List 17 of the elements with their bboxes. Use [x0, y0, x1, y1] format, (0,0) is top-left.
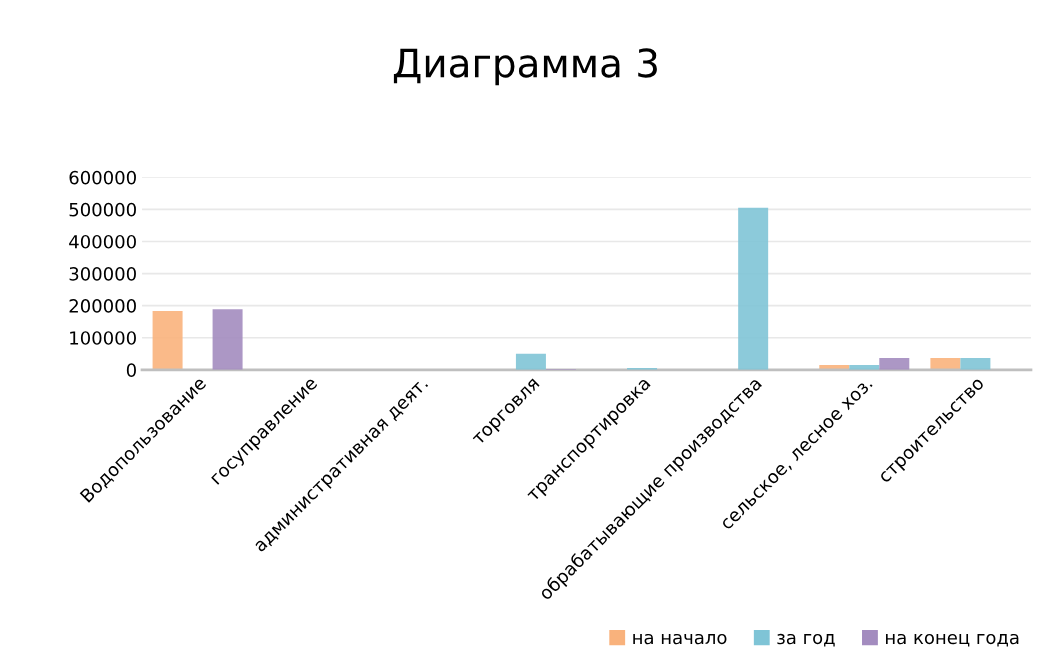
y-tick-label: 400000 — [69, 234, 136, 249]
bar — [152, 311, 183, 370]
y-tick-label: 100000 — [70, 331, 136, 345]
y-tick-label: 600000 — [69, 170, 136, 185]
y-tick-label: 300000 — [69, 267, 136, 281]
bar — [738, 207, 769, 370]
bar — [212, 309, 243, 370]
legend-label: за год — [777, 633, 835, 647]
y-tick-label: 0 — [126, 363, 136, 377]
legend-label: на начало — [633, 633, 727, 645]
bar — [960, 357, 991, 370]
y-tick-label: 200000 — [69, 299, 136, 313]
bar — [515, 353, 546, 370]
chart-title: Диаграмма 3 — [393, 48, 657, 86]
y-tick-label: 500000 — [69, 202, 136, 217]
legend-label: на конец года — [886, 633, 1019, 647]
bar — [879, 357, 910, 370]
